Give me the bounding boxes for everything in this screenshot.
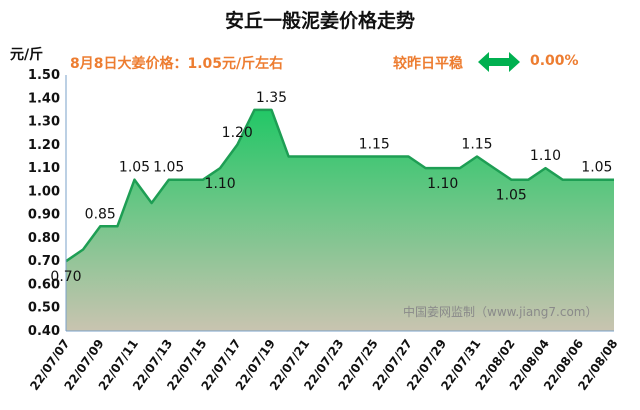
data-label: 1.10 (427, 176, 458, 192)
y-tick-label: 1.20 (28, 138, 60, 153)
data-label: 1.10 (205, 176, 236, 192)
data-label: 1.35 (256, 90, 287, 106)
y-tick-label: 1.00 (28, 184, 60, 199)
y-tick-label: 0.40 (28, 324, 60, 339)
y-tick-label: 1.30 (28, 115, 60, 130)
y-tick-label: 0.80 (28, 231, 60, 246)
plot-area (65, 108, 614, 332)
chart-title: 安丘一般泥姜价格走势 (224, 10, 415, 32)
y-tick-label: 0.70 (28, 254, 60, 269)
y-tick-label: 0.50 (28, 301, 60, 316)
double-arrow-icon (478, 52, 520, 72)
compare-value: 0.00% (530, 53, 579, 69)
data-labels: 0.700.851.05 1.051.201.101.351.151.101.15… (50, 90, 612, 285)
y-tick-label: 1.50 (28, 68, 60, 83)
y-tick-label: 1.40 (28, 91, 60, 106)
data-label: 1.15 (461, 136, 492, 152)
y-axis-ticks: 0.40 0.50 0.60 0.70 0.80 0.90 1.00 1.10 1.20 1.30… (28, 68, 60, 339)
data-label: 1.05 (119, 160, 150, 176)
data-label: 1.15 (359, 136, 390, 152)
axes (65, 75, 614, 332)
y-tick-label: 0.90 (28, 208, 60, 223)
y-tick-label: 0.60 (28, 277, 60, 292)
data-label: 0.85 (85, 206, 116, 222)
data-label: 1.10 (530, 148, 561, 164)
y-tick-label: 1.10 (28, 161, 60, 176)
price-note: 8月8日大姜价格：1.05元/斤左右 (70, 56, 284, 72)
compare-label: 较昨日平稳 (393, 56, 463, 72)
data-label: 0.70 (50, 269, 81, 285)
data-label: 1.05 (581, 160, 612, 176)
data-label: 1.20 (222, 125, 253, 141)
y-axis-unit: 元/斤 (10, 47, 44, 63)
watermark: 中国姜网监制（www.jiang7.com） (403, 305, 598, 319)
area-fill (66, 109, 614, 332)
price-line (65, 108, 614, 263)
data-label: 1.05 (153, 160, 184, 176)
x-axis-ticks: 22/07/0722/07/0922/07/1122/07/1322/07/15… (27, 337, 620, 393)
data-label: 1.05 (496, 188, 527, 204)
